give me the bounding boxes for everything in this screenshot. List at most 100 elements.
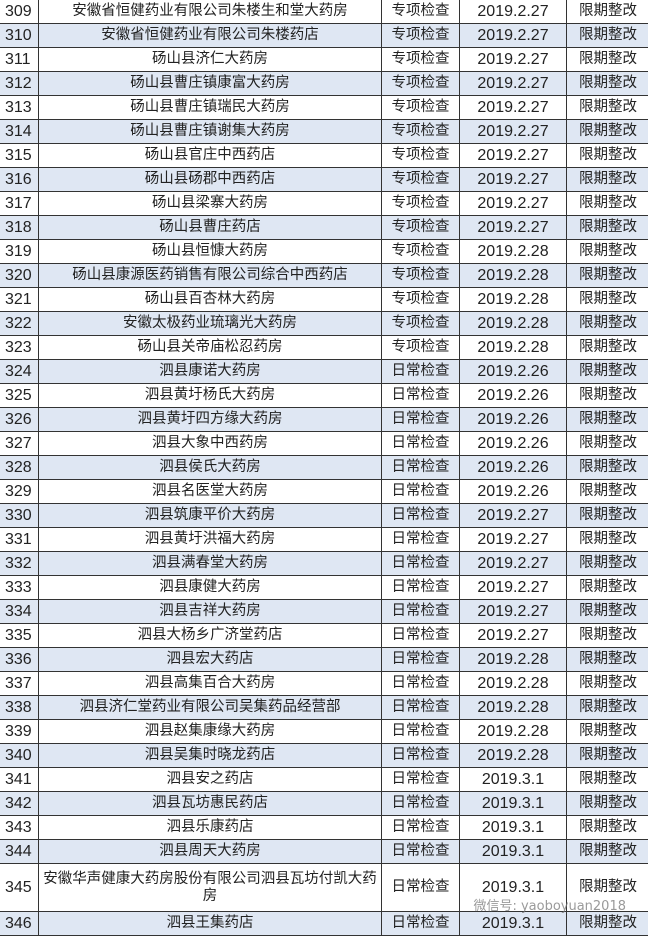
table-row: 314 砀山县曹庄镇谢集大药房 专项检查 2019.2.27 限期整改 xyxy=(0,119,648,144)
inspection-type: 专项检查 xyxy=(381,335,460,360)
store-name: 泗县吉祥大药房 xyxy=(38,599,382,624)
inspection-date: 2019.2.28 xyxy=(459,311,567,336)
row-number: 318 xyxy=(0,215,39,240)
row-number: 321 xyxy=(0,287,39,312)
inspection-date: 2019.2.27 xyxy=(459,143,567,168)
store-name: 砀山县官庄中西药店 xyxy=(38,143,382,168)
inspection-date: 2019.2.27 xyxy=(459,575,567,600)
store-name: 泗县吴集时晓龙药店 xyxy=(38,743,382,768)
inspection-date: 2019.2.27 xyxy=(459,47,567,72)
table-row: 309 安徽省恒健药业有限公司朱楼生和堂大药房 专项检查 2019.2.27 限期整改 xyxy=(0,0,648,24)
row-number: 346 xyxy=(0,911,39,936)
store-name: 泗县济仁堂药业有限公司吴集药品经营部 xyxy=(38,695,382,720)
inspection-result: 限期整改 xyxy=(566,191,648,216)
inspection-type: 日常检查 xyxy=(381,551,460,576)
inspection-date: 2019.3.1 xyxy=(459,839,567,864)
inspection-date: 2019.2.27 xyxy=(459,551,567,576)
store-name: 泗县宏大药店 xyxy=(38,647,382,672)
table-row: 345 安徽华声健康大药房股份有限公司泗县瓦坊付凯大药房 日常检查 2019.3.1 限… xyxy=(0,863,648,912)
inspection-result: 限期整改 xyxy=(566,455,648,480)
inspection-date: 2019.3.1 xyxy=(459,911,567,936)
inspection-type: 日常检查 xyxy=(381,863,460,912)
table-row: 346 泗县王集药店 日常检查 2019.3.1 限期整改 xyxy=(0,911,648,936)
store-name: 砀山县曹庄药店 xyxy=(38,215,382,240)
table-row: 312 砀山县曹庄镇康富大药房 专项检查 2019.2.27 限期整改 xyxy=(0,71,648,96)
store-name: 安徽省恒健药业有限公司朱楼生和堂大药房 xyxy=(38,0,382,24)
inspection-result: 限期整改 xyxy=(566,143,648,168)
inspection-type: 专项检查 xyxy=(381,239,460,264)
inspection-date: 2019.2.27 xyxy=(459,71,567,96)
inspection-date: 2019.3.1 xyxy=(459,863,567,912)
row-number: 331 xyxy=(0,527,39,552)
inspection-date: 2019.2.28 xyxy=(459,647,567,672)
inspection-type: 日常检查 xyxy=(381,503,460,528)
inspection-result: 限期整改 xyxy=(566,767,648,792)
store-name: 砀山县关帝庙松忍药房 xyxy=(38,335,382,360)
inspection-result: 限期整改 xyxy=(566,287,648,312)
inspection-date: 2019.2.28 xyxy=(459,743,567,768)
table-row: 330 泗县筑康平价大药房 日常检查 2019.2.27 限期整改 xyxy=(0,503,648,528)
inspection-type: 专项检查 xyxy=(381,95,460,120)
inspection-date: 2019.2.27 xyxy=(459,503,567,528)
store-name: 砀山县曹庄镇谢集大药房 xyxy=(38,119,382,144)
row-number: 325 xyxy=(0,383,39,408)
row-number: 335 xyxy=(0,623,39,648)
row-number: 333 xyxy=(0,575,39,600)
inspection-type: 专项检查 xyxy=(381,23,460,48)
row-number: 313 xyxy=(0,95,39,120)
inspection-result: 限期整改 xyxy=(566,47,648,72)
row-number: 329 xyxy=(0,479,39,504)
store-name: 泗县满春堂大药房 xyxy=(38,551,382,576)
row-number: 337 xyxy=(0,671,39,696)
inspection-result: 限期整改 xyxy=(566,479,648,504)
row-number: 332 xyxy=(0,551,39,576)
row-number: 314 xyxy=(0,119,39,144)
table-row: 319 砀山县恒慷大药房 专项检查 2019.2.28 限期整改 xyxy=(0,239,648,264)
inspection-date: 2019.2.26 xyxy=(459,431,567,456)
row-number: 315 xyxy=(0,143,39,168)
inspection-date: 2019.2.27 xyxy=(459,623,567,648)
table-row: 324 泗县康诺大药房 日常检查 2019.2.26 限期整改 xyxy=(0,359,648,384)
row-number: 328 xyxy=(0,455,39,480)
inspection-result: 限期整改 xyxy=(566,215,648,240)
inspection-result: 限期整改 xyxy=(566,791,648,816)
inspection-result: 限期整改 xyxy=(566,119,648,144)
row-number: 342 xyxy=(0,791,39,816)
inspection-date: 2019.3.1 xyxy=(459,767,567,792)
inspection-date: 2019.2.27 xyxy=(459,527,567,552)
inspection-date: 2019.2.27 xyxy=(459,599,567,624)
row-number: 323 xyxy=(0,335,39,360)
inspection-result: 限期整改 xyxy=(566,239,648,264)
store-name: 砀山县康源医药销售有限公司综合中西药店 xyxy=(38,263,382,288)
inspection-type: 日常检查 xyxy=(381,767,460,792)
inspection-date: 2019.2.26 xyxy=(459,455,567,480)
row-number: 336 xyxy=(0,647,39,672)
row-number: 326 xyxy=(0,407,39,432)
inspection-type: 日常检查 xyxy=(381,623,460,648)
inspection-type: 专项检查 xyxy=(381,287,460,312)
inspection-date: 2019.2.27 xyxy=(459,167,567,192)
inspection-result: 限期整改 xyxy=(566,527,648,552)
table-row: 318 砀山县曹庄药店 专项检查 2019.2.27 限期整改 xyxy=(0,215,648,240)
table-row: 310 安徽省恒健药业有限公司朱楼药店 专项检查 2019.2.27 限期整改 xyxy=(0,23,648,48)
table-row: 323 砀山县关帝庙松忍药房 专项检查 2019.2.28 限期整改 xyxy=(0,335,648,360)
inspection-type: 日常检查 xyxy=(381,791,460,816)
inspection-type: 日常检查 xyxy=(381,455,460,480)
inspection-result: 限期整改 xyxy=(566,311,648,336)
inspection-result: 限期整改 xyxy=(566,575,648,600)
table-row: 328 泗县侯氏大药房 日常检查 2019.2.26 限期整改 xyxy=(0,455,648,480)
table-row: 322 安徽太极药业琉璃光大药房 专项检查 2019.2.28 限期整改 xyxy=(0,311,648,336)
row-number: 345 xyxy=(0,863,39,912)
store-name: 泗县侯氏大药房 xyxy=(38,455,382,480)
table-row: 329 泗县名医堂大药房 日常检查 2019.2.26 限期整改 xyxy=(0,479,648,504)
table-row: 337 泗县高集百合大药房 日常检查 2019.2.28 限期整改 xyxy=(0,671,648,696)
store-name: 泗县安之药店 xyxy=(38,767,382,792)
inspection-result: 限期整改 xyxy=(566,71,648,96)
inspection-type: 日常检查 xyxy=(381,479,460,504)
inspection-date: 2019.2.28 xyxy=(459,335,567,360)
inspection-date: 2019.2.27 xyxy=(459,215,567,240)
row-number: 343 xyxy=(0,815,39,840)
inspection-date: 2019.2.28 xyxy=(459,719,567,744)
store-name: 泗县赵集康缘大药房 xyxy=(38,719,382,744)
